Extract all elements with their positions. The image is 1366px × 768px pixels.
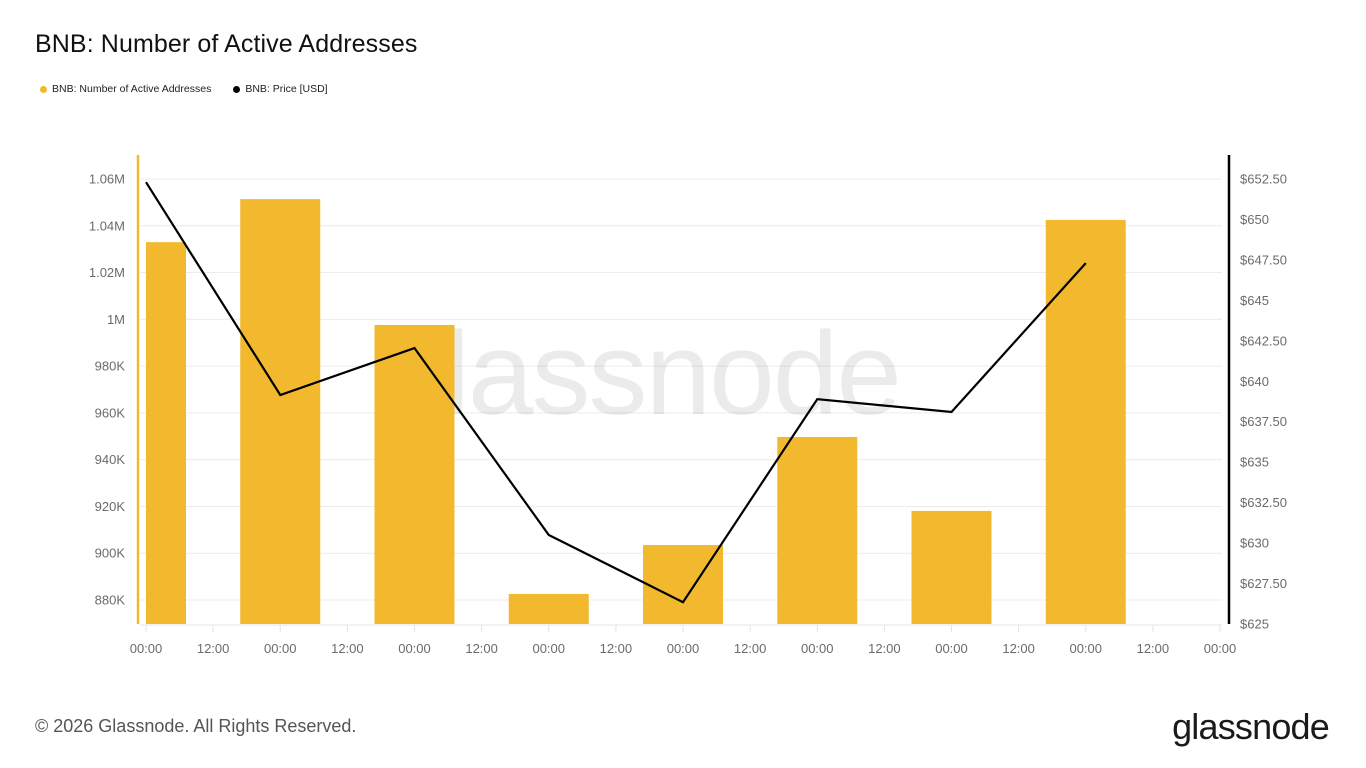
legend-label: BNB: Price [USD] — [245, 83, 328, 95]
left-axis-tick-label: 940K — [95, 452, 126, 467]
legend-item-price[interactable]: BNB: Price [USD] — [233, 83, 328, 95]
glassnode-logo[interactable]: glassnode — [1172, 706, 1330, 747]
legend-dot-black-icon — [233, 85, 241, 93]
bar[interactable] — [508, 593, 589, 624]
bar[interactable] — [374, 324, 455, 624]
right-axis-tick-label: $645 — [1240, 293, 1269, 308]
x-axis-tick-label: 12:00 — [465, 641, 498, 656]
x-axis-tick-label: 00:00 — [1069, 641, 1102, 656]
left-axis-tick-label: 1.06M — [89, 172, 125, 187]
left-axis-tick-label: 920K — [95, 499, 126, 514]
right-axis-tick-label: $632.50 — [1240, 495, 1287, 510]
x-axis-tick-label: 12:00 — [600, 641, 633, 656]
x-axis-tick-label: 12:00 — [197, 641, 230, 656]
right-axis-tick-label: $627.50 — [1240, 576, 1287, 591]
bar-series — [146, 199, 1126, 625]
right-axis-tick-label: $630 — [1240, 536, 1269, 551]
right-axis-tick-label: $647.50 — [1240, 252, 1287, 267]
legend-label: BNB: Number of Active Addresses — [52, 83, 212, 95]
left-axis-tick-label: 1.04M — [89, 218, 125, 233]
x-axis-tick-label: 00:00 — [1204, 641, 1237, 656]
left-axis-ticks: 1.06M 1.04M 1.02M 1M 980K 960K 940K 920K 900K 880… — [89, 172, 125, 608]
right-axis-tick-label: $625 — [1240, 617, 1269, 632]
bar[interactable] — [911, 510, 992, 624]
x-axis-tick-label: 12:00 — [331, 641, 364, 656]
price-line — [145, 181, 1087, 604]
x-axis-tick-label: 00:00 — [130, 641, 163, 656]
right-axis-ticks: $652.50 $650 $647.50 $645 $642.50 $640 $637.50… — [1240, 172, 1287, 632]
left-axis-tick-label: 1M — [107, 312, 125, 327]
left-axis-tick-label: 880K — [95, 593, 126, 608]
chart-legend: BNB: Number of Active Addresses BNB: Pri… — [40, 83, 328, 95]
legend-item-active-addresses[interactable]: BNB: Number of Active Addresses — [40, 83, 211, 95]
copyright-text: © 2026 Glassnode. All Rights Reserved. — [35, 716, 357, 736]
bar[interactable] — [240, 199, 321, 624]
bar[interactable] — [777, 436, 858, 624]
right-axis-tick-label: $652.50 — [1240, 172, 1287, 187]
x-axis-tick-label: 00:00 — [398, 641, 431, 656]
x-axis-tick-label: 12:00 — [868, 641, 901, 656]
bar[interactable] — [643, 545, 723, 624]
left-axis-tick-label: 960K — [95, 405, 126, 420]
bar[interactable] — [146, 242, 186, 624]
right-axis-tick-label: $640 — [1240, 374, 1269, 389]
x-axis-tick-label: 12:00 — [734, 641, 767, 656]
right-axis-tick-label: $650 — [1240, 212, 1269, 227]
right-axis-tick-label: $635 — [1240, 455, 1269, 470]
legend-dot-yellow-icon — [40, 85, 47, 93]
x-axis-tick-label: 00:00 — [935, 641, 968, 656]
bar[interactable] — [1045, 219, 1126, 625]
right-axis-tick-label: $637.50 — [1240, 414, 1287, 429]
x-axis-ticks: 00:00 12:00 00:00 12:00 00:00 12:00 00:00 12:00… — [130, 625, 1237, 656]
left-axis-tick-label: 1.02M — [89, 265, 125, 280]
x-axis-tick-label: 00:00 — [532, 641, 565, 656]
left-axis-tick-label: 980K — [95, 359, 126, 374]
x-axis-tick-label: 00:00 — [264, 641, 297, 656]
watermark: glassnode — [380, 308, 900, 440]
x-axis-tick-label: 12:00 — [1002, 641, 1035, 656]
x-axis-tick-label: 00:00 — [667, 641, 700, 656]
right-axis-tick-label: $642.50 — [1240, 333, 1287, 348]
x-axis-tick-label: 00:00 — [801, 641, 834, 656]
chart-title: BNB: Number of Active Addresses — [35, 30, 418, 58]
left-axis-tick-label: 900K — [95, 546, 126, 561]
x-axis-tick-label: 12:00 — [1137, 641, 1170, 656]
